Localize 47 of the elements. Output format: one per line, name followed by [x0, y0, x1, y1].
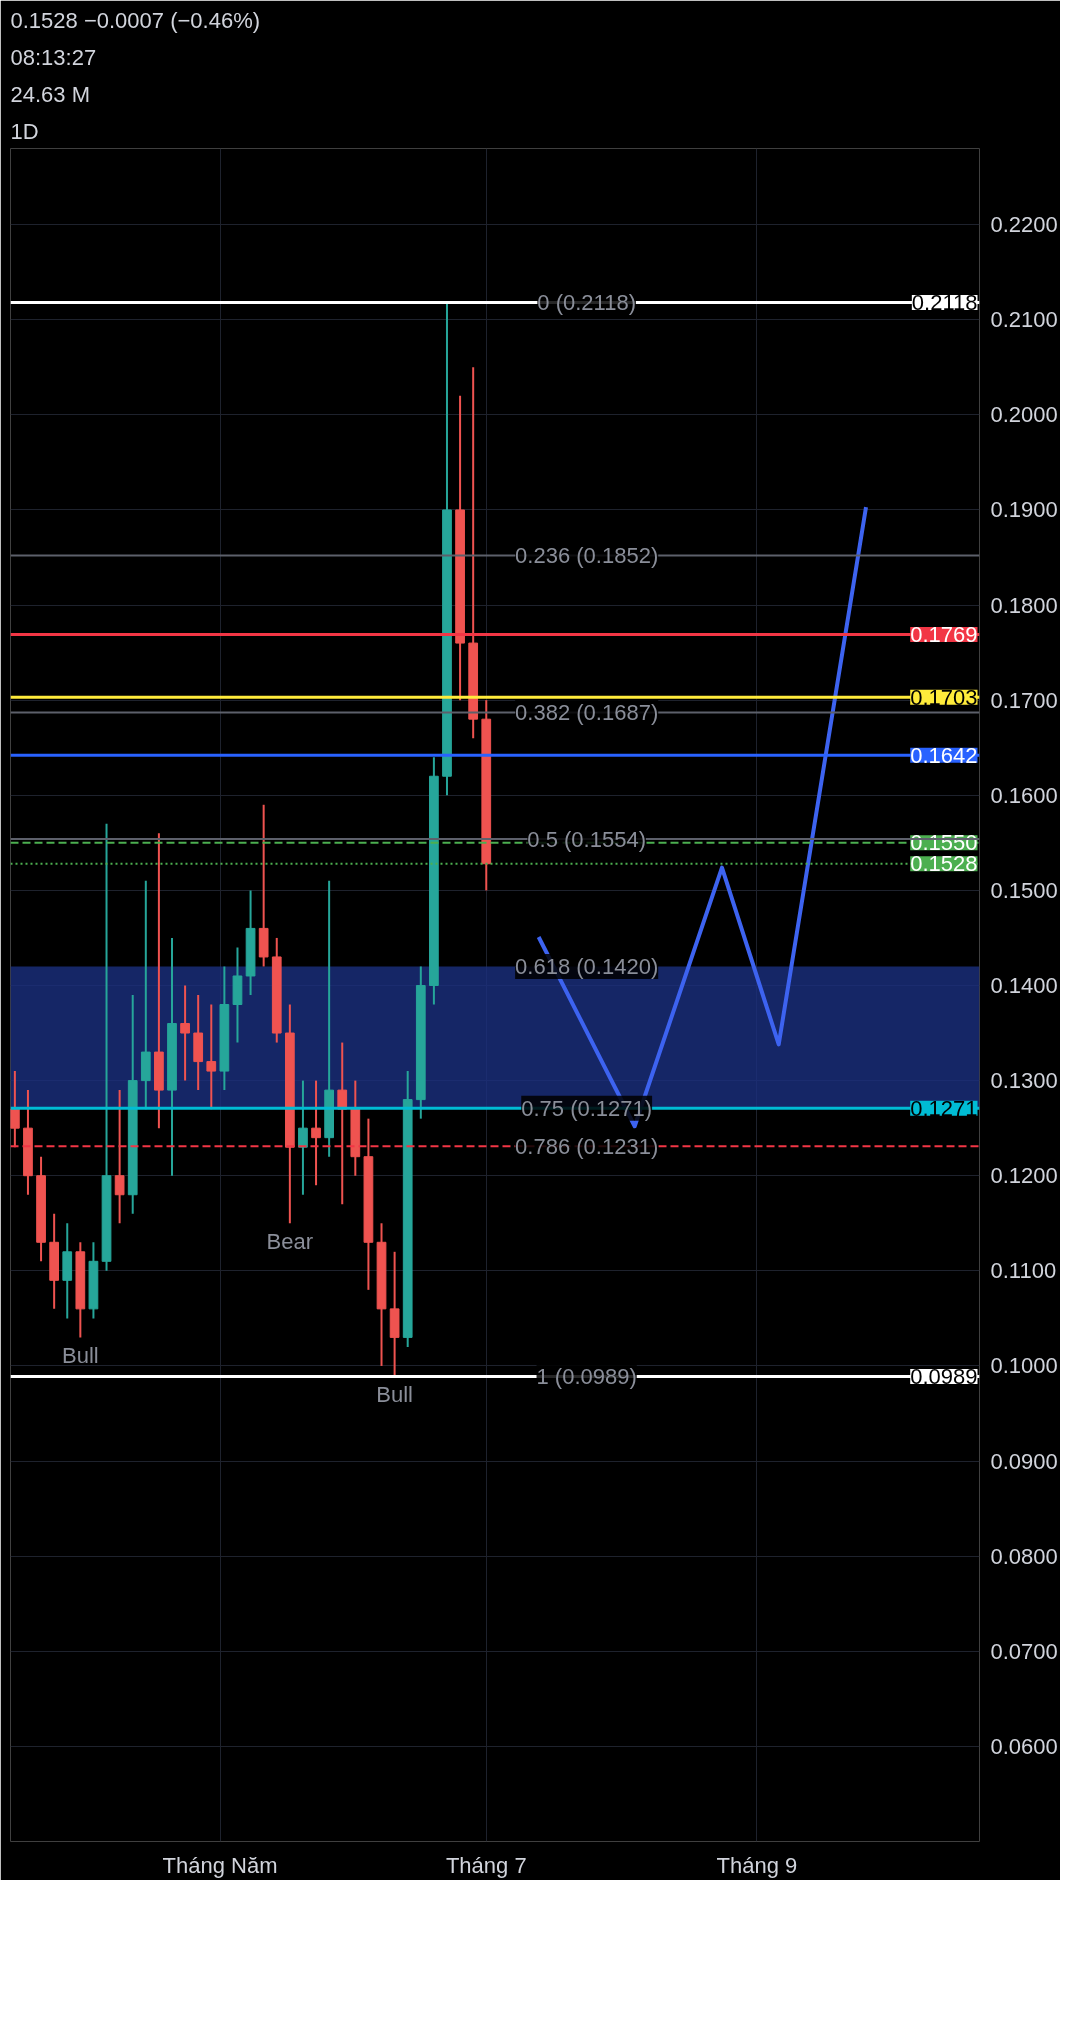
- y-tick-label: 0.2200: [990, 212, 1058, 238]
- y-tick-label: 0.1100: [990, 1258, 1057, 1284]
- ref-line-label: 0.1703: [910, 684, 978, 710]
- y-tick-label: 0.1500: [990, 877, 1058, 903]
- y-tick-label: 0.2000: [990, 402, 1058, 428]
- annotation: 0.5 (0.1554): [527, 826, 646, 852]
- candlestick: [180, 984, 190, 1082]
- y-tick-label: 0.1600: [990, 782, 1058, 808]
- candlestick: [114, 1089, 125, 1225]
- annotation: Bear: [266, 1229, 314, 1255]
- text: 1D: [10, 118, 39, 144]
- y-tick-label: 0.0600: [990, 1733, 1058, 1759]
- candlestick: [298, 1079, 308, 1196]
- y-tick-label: 0.0700: [990, 1638, 1058, 1664]
- ref-line-label: 0.0989: [910, 1363, 978, 1389]
- annotation: 0 (0.2118): [537, 290, 636, 316]
- candlestick: [337, 1041, 348, 1206]
- text: 24.63 M: [10, 81, 90, 107]
- text: 0.1528 −0.0007 (−0.46%): [10, 7, 261, 33]
- ref-line-label: 0.1528: [910, 851, 978, 877]
- x-tick-label: Tháng 7: [445, 1852, 527, 1878]
- annotation: 0.75 (0.1271): [521, 1095, 653, 1121]
- y-tick-label: 0.1800: [990, 592, 1058, 618]
- annotation: Bull: [376, 1382, 413, 1408]
- y-tick-label: 0.1300: [990, 1068, 1058, 1094]
- y-tick-label: 0.0900: [990, 1448, 1058, 1474]
- ref-line-label: 0.1769: [910, 622, 978, 648]
- x-tick-label: Tháng 9: [716, 1852, 798, 1878]
- y-tick-label: 0.1000: [990, 1353, 1058, 1379]
- annotation: 0.236 (0.1852): [515, 543, 659, 569]
- text: 08:13:27: [10, 44, 97, 70]
- y-tick-label: 0.1400: [990, 972, 1058, 998]
- y-tick-label: 0.2100: [990, 307, 1058, 333]
- annotation: Bull: [62, 1343, 99, 1369]
- x-tick-label: Tháng Năm: [162, 1852, 278, 1878]
- y-tick-label: 0.1700: [990, 687, 1058, 713]
- ref-line-label: 0.2118: [911, 290, 978, 316]
- y-tick-label: 0.1200: [990, 1163, 1058, 1189]
- ref-line-label: 0.1642: [910, 742, 978, 768]
- annotation: 0.382 (0.1687): [515, 700, 659, 726]
- candlestick: [311, 1079, 321, 1187]
- y-tick-label: 0.0800: [990, 1543, 1058, 1569]
- annotation: 1 (0.0989): [536, 1363, 637, 1389]
- annotation: 0.786 (0.1231): [515, 1133, 659, 1159]
- annotation: 0.618 (0.1420): [515, 953, 659, 979]
- ref-line-label: 0.1271: [910, 1095, 978, 1121]
- y-tick-label: 0.1900: [990, 497, 1058, 523]
